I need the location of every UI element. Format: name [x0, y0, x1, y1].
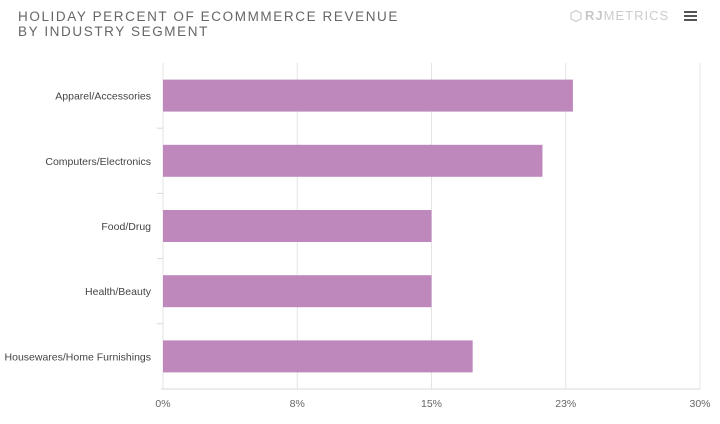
title-line-2: BY INDUSTRY SEGMENT: [18, 24, 209, 39]
bar-computers-electronics: [163, 144, 543, 177]
y-category-label: Health/Beauty: [85, 286, 152, 298]
y-category-label: Computers/Electronics: [45, 156, 151, 168]
logo-rest: METRICS: [603, 8, 670, 23]
bar-housewares-home-furnishings: [163, 340, 473, 373]
title-line-1: HOLIDAY PERCENT OF ECOMMMERCE REVENUE: [18, 9, 399, 24]
logo-bold: RJ: [585, 8, 604, 23]
x-tick-label: 8%: [290, 398, 305, 410]
bar-health-beauty: [163, 275, 432, 308]
hamburger-icon[interactable]: [684, 11, 697, 23]
y-category-label: Apparel/Accessories: [55, 91, 151, 103]
bar-food-drug: [163, 210, 432, 242]
hexagon-logo-icon: [570, 9, 582, 22]
bar-apparel-accessories: [163, 79, 573, 112]
x-tick-label: 15%: [421, 398, 442, 410]
x-tick-label: 0%: [155, 398, 170, 410]
y-category-label: Food/Drug: [101, 221, 151, 233]
y-category-label: Housewares/Home Furnishings: [5, 351, 151, 363]
x-tick-label: 23%: [555, 398, 576, 410]
rjmetrics-logo: RJMETRICS: [570, 8, 669, 23]
chart-title: HOLIDAY PERCENT OF ECOMMMERCE REVENUE BY…: [18, 9, 399, 39]
x-tick-label: 30%: [689, 398, 710, 410]
